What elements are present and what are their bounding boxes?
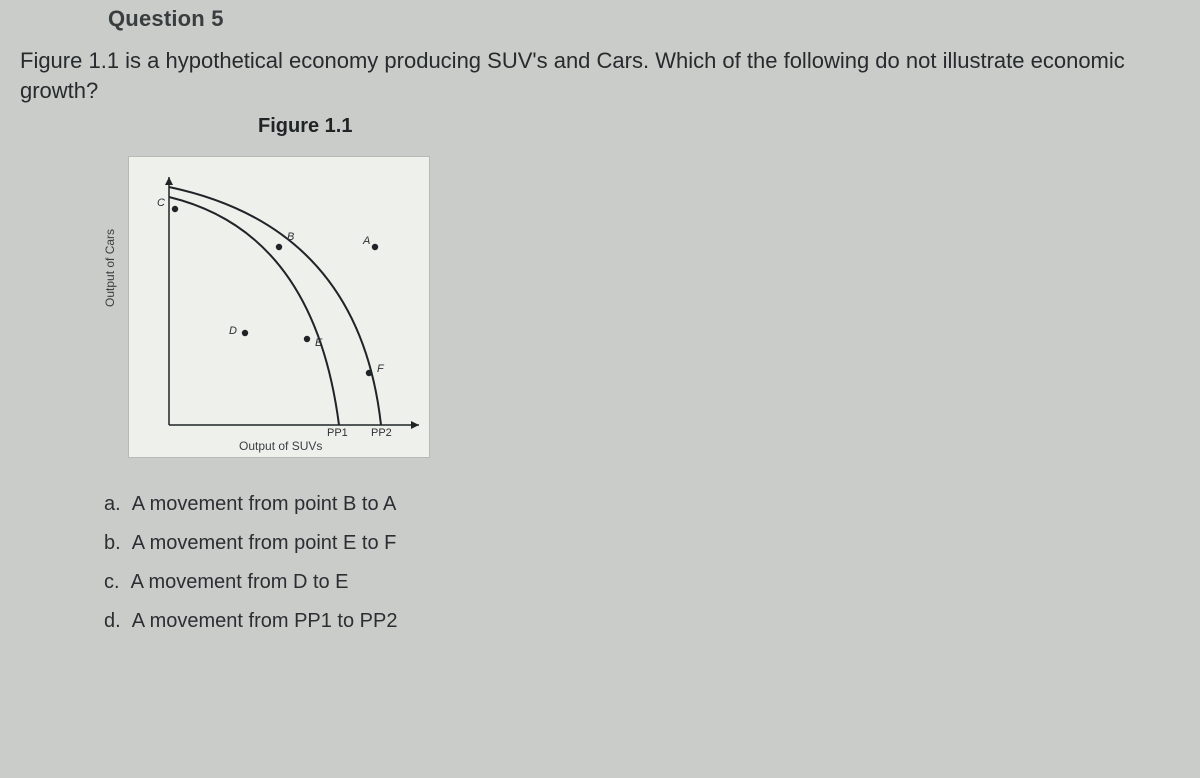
question-number: Question 5 xyxy=(108,6,1176,32)
choice-c[interactable]: c. A movement from D to E xyxy=(104,564,1176,601)
question-container: Question 5 Figure 1.1 is a hypothetical … xyxy=(0,6,1200,640)
choice-a[interactable]: a. A movement from point B to A xyxy=(104,486,1176,523)
curve-label-pp2: PP2 xyxy=(371,427,392,439)
choice-d-text: A movement from PP1 to PP2 xyxy=(132,610,398,632)
point-label-e: E xyxy=(315,337,322,349)
point-label-b: B xyxy=(287,231,294,243)
choice-b-text: A movement from point E to F xyxy=(132,532,397,554)
figure-block: Figure 1.1 Output of Cars Output of SUVs… xyxy=(128,115,1176,458)
point-label-a: A xyxy=(363,235,370,247)
point-label-c: C xyxy=(157,197,165,209)
choice-d[interactable]: d. A movement from PP1 to PP2 xyxy=(104,603,1176,640)
choice-a-text: A movement from point B to A xyxy=(132,493,397,515)
choice-b[interactable]: b. A movement from point E to F xyxy=(104,525,1176,562)
answer-choices: a. A movement from point B to A b. A mov… xyxy=(104,486,1176,640)
question-prompt: Figure 1.1 is a hypothetical economy pro… xyxy=(20,46,1176,105)
curve-label-pp1: PP1 xyxy=(327,427,348,439)
ppf-chart: Output of Cars Output of SUVs PP1PP2CBAD… xyxy=(128,156,430,458)
point-label-d: D xyxy=(229,325,237,337)
figure-title: Figure 1.1 xyxy=(258,115,1176,138)
y-axis-label: Output of Cars xyxy=(103,229,117,307)
point-label-f: F xyxy=(377,363,384,375)
choice-c-text: A movement from D to E xyxy=(131,571,349,593)
chart-svg xyxy=(129,157,429,457)
